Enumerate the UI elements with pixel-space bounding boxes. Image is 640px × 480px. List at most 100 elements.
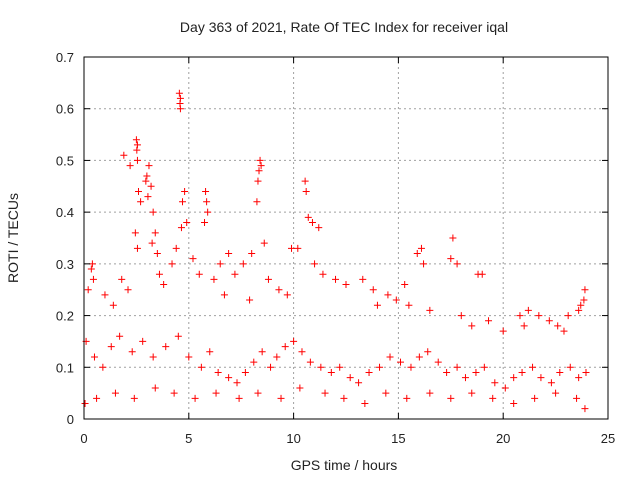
data-point <box>181 187 189 195</box>
data-point <box>478 270 486 278</box>
y-tick-label: 0.4 <box>56 205 74 220</box>
y-axis-label: ROTI / TECUs <box>5 193 21 283</box>
data-point <box>179 198 187 206</box>
data-point <box>296 384 304 392</box>
data-point <box>118 275 126 283</box>
data-point <box>340 394 348 402</box>
data-point <box>120 151 128 159</box>
data-point <box>306 358 314 366</box>
data-point <box>560 327 568 335</box>
data-point <box>580 296 588 304</box>
x-tick-label: 0 <box>80 431 87 446</box>
data-point <box>520 322 528 330</box>
data-point <box>577 301 585 309</box>
data-point <box>133 244 141 252</box>
data-point <box>537 374 545 382</box>
data-point <box>144 193 152 201</box>
data-point <box>524 306 532 314</box>
data-point <box>132 136 140 144</box>
data-point <box>239 260 247 268</box>
data-point <box>151 384 159 392</box>
data-point <box>573 394 581 402</box>
data-point <box>499 327 507 335</box>
data-point <box>317 363 325 371</box>
data-point <box>468 322 476 330</box>
data-point <box>155 270 163 278</box>
data-point <box>233 379 241 387</box>
data-point <box>413 250 421 258</box>
data-point <box>116 332 124 340</box>
data-point <box>175 89 183 97</box>
data-point <box>447 255 455 263</box>
data-point <box>298 348 306 356</box>
x-axis-label: GPS time / hours <box>291 457 398 473</box>
data-point <box>142 177 150 185</box>
data-point <box>235 394 243 402</box>
data-point <box>168 260 176 268</box>
data-point <box>267 363 275 371</box>
data-point <box>210 275 218 283</box>
data-point <box>148 239 156 247</box>
data-point <box>130 394 138 402</box>
data-point <box>246 296 254 304</box>
data-point <box>311 260 319 268</box>
data-point <box>424 348 432 356</box>
data-point <box>174 332 182 340</box>
data-point <box>392 296 400 304</box>
data-point <box>566 363 574 371</box>
data-point <box>415 353 423 361</box>
data-point <box>581 405 589 413</box>
data-point <box>518 368 526 376</box>
x-tick-label: 25 <box>601 431 615 446</box>
data-point <box>216 260 224 268</box>
data-point <box>336 363 344 371</box>
x-tick-label: 5 <box>185 431 192 446</box>
data-point <box>89 275 97 283</box>
data-point <box>185 353 193 361</box>
data-point <box>160 281 168 289</box>
data-point <box>552 389 560 397</box>
data-point <box>81 399 89 407</box>
data-point <box>248 250 256 258</box>
data-point <box>189 255 197 263</box>
data-point <box>461 374 469 382</box>
data-point <box>407 363 415 371</box>
data-point <box>191 394 199 402</box>
data-point <box>99 363 107 371</box>
data-point <box>277 394 285 402</box>
data-point <box>133 156 141 164</box>
data-point <box>131 229 139 237</box>
data-point <box>405 301 413 309</box>
data-point <box>111 389 119 397</box>
data-point <box>147 182 155 190</box>
data-point <box>183 218 191 226</box>
data-point <box>139 337 147 345</box>
data-point <box>384 291 392 299</box>
data-point <box>134 187 142 195</box>
data-point <box>426 389 434 397</box>
data-point <box>281 343 289 351</box>
data-point <box>529 363 537 371</box>
data-point <box>373 301 381 309</box>
data-point <box>283 291 291 299</box>
data-point <box>258 348 266 356</box>
data-point <box>133 146 141 154</box>
data-point <box>93 394 101 402</box>
plot-frame <box>83 56 609 420</box>
data-point <box>203 198 211 206</box>
data-point <box>342 281 350 289</box>
data-point <box>204 208 212 216</box>
data-point <box>382 389 390 397</box>
data-point <box>443 368 451 376</box>
data-point <box>225 250 233 258</box>
data-point <box>149 353 157 361</box>
data-point <box>126 162 134 170</box>
data-point <box>256 156 264 164</box>
data-point <box>468 389 476 397</box>
data-point <box>575 374 583 382</box>
data-point <box>581 286 589 294</box>
data-point <box>434 358 442 366</box>
data-point <box>332 275 340 283</box>
data-point <box>315 224 323 232</box>
y-tick-label: 0.7 <box>56 50 74 65</box>
